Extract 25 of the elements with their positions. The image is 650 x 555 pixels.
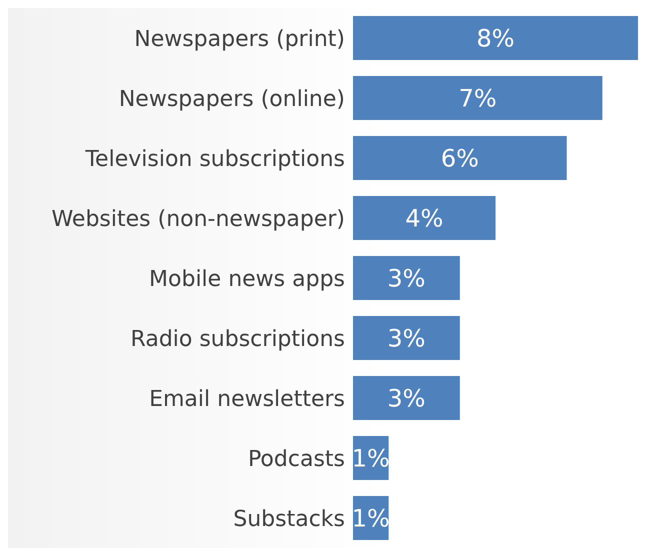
bar <box>353 136 567 180</box>
y-tick-label: Email newsletters <box>149 386 345 412</box>
data-label: 4% <box>405 204 444 233</box>
data-label: 7% <box>458 84 497 113</box>
bar <box>353 316 460 360</box>
y-tick-label: Websites (non-newspaper) <box>51 206 345 232</box>
data-label: 1% <box>352 444 390 473</box>
data-label: 3% <box>387 264 426 293</box>
bar <box>353 76 602 120</box>
bar <box>353 196 496 240</box>
data-label: 3% <box>387 384 426 413</box>
data-label: 1% <box>352 504 390 533</box>
bar <box>353 256 460 300</box>
data-label: 3% <box>387 324 426 353</box>
bar <box>353 376 460 420</box>
y-tick-label: Substacks <box>233 506 345 532</box>
y-tick-label: Newspapers (print) <box>134 26 345 52</box>
bar <box>353 16 638 60</box>
y-tick-label: Podcasts <box>248 446 345 472</box>
data-label: 6% <box>440 144 479 173</box>
y-tick-label: Radio subscriptions <box>130 326 345 352</box>
y-tick-label: Newspapers (online) <box>118 86 345 112</box>
data-label: 8% <box>476 24 515 53</box>
y-tick-label: Mobile news apps <box>149 266 345 292</box>
y-tick-label: Television subscriptions <box>84 146 345 172</box>
